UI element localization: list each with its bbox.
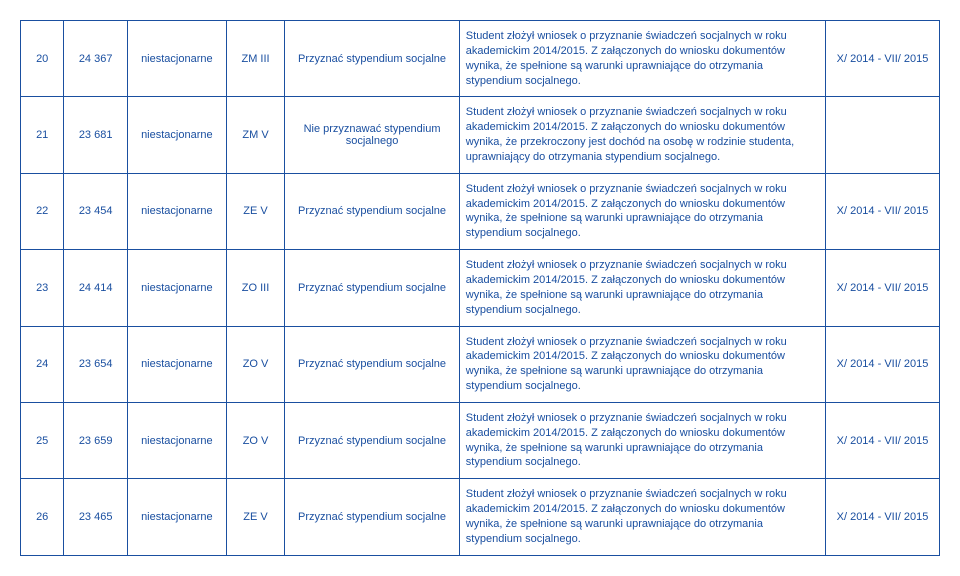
row-number: 26 xyxy=(21,479,64,555)
study-code: ZE V xyxy=(226,173,285,249)
period-text: X/ 2014 - VII/ 2015 xyxy=(825,402,939,478)
description-text: Student złożył wniosek o przyznanie świa… xyxy=(459,250,825,326)
study-code: ZO III xyxy=(226,250,285,326)
row-number: 24 xyxy=(21,326,64,402)
table-row: 2523 659niestacjonarneZO VPrzyznać stype… xyxy=(21,402,940,478)
description-text: Student złożył wniosek o przyznanie świa… xyxy=(459,21,825,97)
table-row: 2423 654niestacjonarneZO VPrzyznać stype… xyxy=(21,326,940,402)
decision-text: Przyznać stypendium socjalne xyxy=(285,173,460,249)
row-number: 21 xyxy=(21,97,64,173)
period-text: X/ 2014 - VII/ 2015 xyxy=(825,21,939,97)
description-text: Student złożył wniosek o przyznanie świa… xyxy=(459,479,825,555)
decision-text: Przyznać stypendium socjalne xyxy=(285,250,460,326)
study-mode: niestacjonarne xyxy=(127,173,226,249)
period-text xyxy=(825,97,939,173)
student-id: 24 367 xyxy=(64,21,128,97)
study-mode: niestacjonarne xyxy=(127,402,226,478)
decision-text: Przyznać stypendium socjalne xyxy=(285,402,460,478)
table-row: 2623 465niestacjonarneZE VPrzyznać stype… xyxy=(21,479,940,555)
decision-text: Przyznać stypendium socjalne xyxy=(285,21,460,97)
study-mode: niestacjonarne xyxy=(127,326,226,402)
row-number: 23 xyxy=(21,250,64,326)
table-row: 2324 414niestacjonarneZO IIIPrzyznać sty… xyxy=(21,250,940,326)
study-mode: niestacjonarne xyxy=(127,250,226,326)
study-mode: niestacjonarne xyxy=(127,479,226,555)
description-text: Student złożył wniosek o przyznanie świa… xyxy=(459,173,825,249)
table-row: 2024 367niestacjonarneZM IIIPrzyznać sty… xyxy=(21,21,940,97)
row-number: 22 xyxy=(21,173,64,249)
decision-text: Przyznać stypendium socjalne xyxy=(285,479,460,555)
period-text: X/ 2014 - VII/ 2015 xyxy=(825,250,939,326)
decision-text: Przyznać stypendium socjalne xyxy=(285,326,460,402)
row-number: 20 xyxy=(21,21,64,97)
study-code: ZE V xyxy=(226,479,285,555)
row-number: 25 xyxy=(21,402,64,478)
period-text: X/ 2014 - VII/ 2015 xyxy=(825,326,939,402)
study-code: ZM V xyxy=(226,97,285,173)
student-id: 23 681 xyxy=(64,97,128,173)
period-text: X/ 2014 - VII/ 2015 xyxy=(825,479,939,555)
study-code: ZO V xyxy=(226,402,285,478)
study-code: ZM III xyxy=(226,21,285,97)
student-id: 23 659 xyxy=(64,402,128,478)
study-mode: niestacjonarne xyxy=(127,21,226,97)
description-text: Student złożył wniosek o przyznanie świa… xyxy=(459,402,825,478)
period-text: X/ 2014 - VII/ 2015 xyxy=(825,173,939,249)
description-text: Student złożył wniosek o przyznanie świa… xyxy=(459,326,825,402)
study-code: ZO V xyxy=(226,326,285,402)
study-mode: niestacjonarne xyxy=(127,97,226,173)
student-id: 23 654 xyxy=(64,326,128,402)
table-row: 2123 681niestacjonarneZM VNie przyznawać… xyxy=(21,97,940,173)
table-row: 2223 454niestacjonarneZE VPrzyznać stype… xyxy=(21,173,940,249)
student-id: 23 465 xyxy=(64,479,128,555)
student-id: 23 454 xyxy=(64,173,128,249)
decision-text: Nie przyznawać stypendium socjalnego xyxy=(285,97,460,173)
description-text: Student złożył wniosek o przyznanie świa… xyxy=(459,97,825,173)
scholarship-table: 2024 367niestacjonarneZM IIIPrzyznać sty… xyxy=(20,20,940,556)
student-id: 24 414 xyxy=(64,250,128,326)
